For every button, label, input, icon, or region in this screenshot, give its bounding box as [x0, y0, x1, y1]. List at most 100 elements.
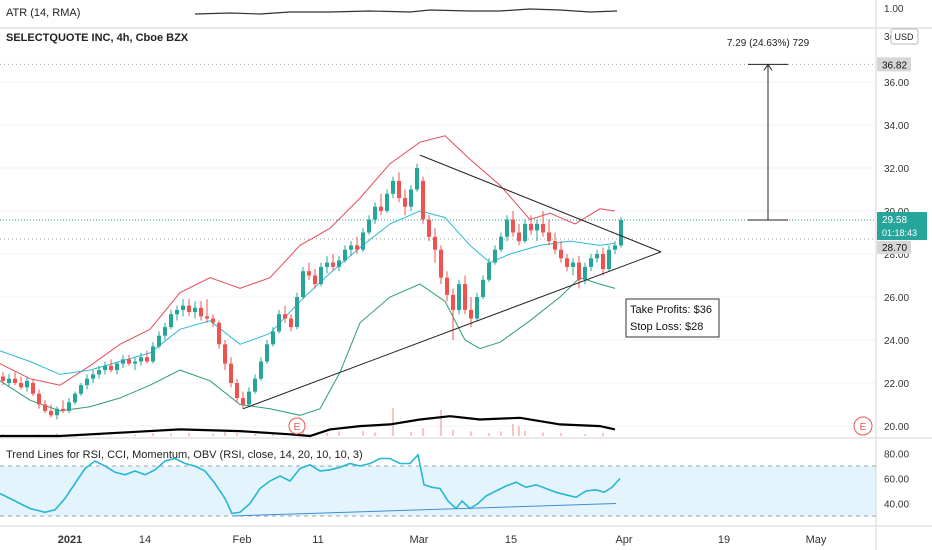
candle-body — [565, 258, 569, 267]
time-tick-label: 11 — [312, 534, 323, 546]
candle-body — [25, 380, 29, 388]
support-badge — [877, 240, 911, 254]
volume-bar — [362, 431, 364, 436]
atr-axis-value: 1.00 — [884, 4, 904, 15]
volume-bar — [602, 433, 604, 436]
candle-body — [403, 198, 407, 207]
take-profit-text: Take Profits: $36 — [630, 304, 712, 316]
candle-body — [577, 262, 581, 280]
candle-body — [211, 318, 215, 323]
price-tick-label: 32.00 — [884, 164, 909, 175]
candle-body — [523, 223, 527, 242]
candle-body — [43, 404, 47, 411]
volume-bar — [374, 432, 376, 436]
candle-body — [187, 305, 191, 313]
candle-body — [325, 262, 329, 267]
volume-bar — [224, 431, 226, 436]
candle-body — [133, 361, 137, 364]
candle-body — [373, 206, 377, 220]
volume-bar — [134, 434, 136, 436]
indicator-axis[interactable]: 80.00 60.00 40.00 — [884, 450, 909, 511]
price-axis[interactable]: 36.0034.0032.0030.0028.0026.0024.0022.00… — [884, 78, 909, 433]
time-axis[interactable]: 2021 14 Feb 11 Mar 15 Apr 19 May — [58, 534, 827, 546]
candle-body — [397, 180, 401, 199]
candle-body — [355, 245, 359, 250]
symbol-title: SELECTQUOTE INC, 4h, Cboe BZX — [6, 32, 189, 44]
earnings-marker-feb[interactable]: E — [288, 417, 306, 435]
candle-body — [331, 262, 335, 267]
candle-body — [1, 376, 5, 381]
triangle-lower-trendline[interactable] — [242, 251, 662, 410]
volume-bars — [2, 408, 604, 436]
volume-bar — [212, 434, 214, 436]
candle-body — [463, 284, 467, 310]
candle-body — [193, 307, 197, 313]
candle-body — [529, 223, 533, 231]
atr-axis-value-cut: 3( — [884, 32, 894, 43]
candle-body — [595, 254, 599, 259]
earnings-marker-upcoming[interactable]: E — [853, 416, 873, 436]
trade-note[interactable]: Take Profits: $36 Stop Loss: $28 — [625, 298, 720, 338]
candle-body — [421, 180, 425, 220]
candle-body — [613, 245, 617, 250]
time-tick-label: 2021 — [58, 534, 82, 546]
volume-bar — [560, 433, 562, 436]
candle-body — [601, 254, 605, 270]
candle-body — [259, 361, 263, 379]
indicator-title: Trend Lines for RSI, CCI, Momentum, OBV … — [6, 449, 363, 461]
candle-body — [439, 249, 443, 278]
candle-body — [127, 359, 131, 364]
volume-bar — [326, 433, 328, 436]
candle-body — [13, 378, 17, 383]
currency-button-frame — [890, 28, 919, 45]
candle-body — [385, 193, 389, 211]
candle-body — [151, 346, 155, 362]
volume-bar — [452, 430, 454, 436]
candle-body — [91, 374, 95, 379]
candle-body — [511, 219, 515, 233]
candle-body — [265, 344, 269, 362]
volume-bar — [56, 433, 58, 436]
volume-bar — [410, 432, 412, 436]
volume-bar — [440, 410, 442, 436]
candle-body — [145, 357, 149, 362]
candle-body — [61, 408, 65, 411]
volume-bar — [152, 433, 154, 436]
volume-bar — [584, 434, 586, 436]
candle-body — [271, 331, 275, 345]
candle-body — [559, 249, 563, 259]
price-badges: 36.82 29.58 01:18:43 28.70 — [877, 57, 927, 254]
price-tick-label: 22.00 — [884, 379, 909, 390]
atr-label: ATR (14, RMA) — [6, 7, 80, 19]
time-tick-label: Feb — [233, 534, 252, 546]
trade-note-box — [625, 298, 720, 338]
candle-body — [427, 219, 431, 237]
candle-body — [607, 249, 611, 270]
price-tick-label: 26.00 — [884, 293, 909, 304]
candle-body — [391, 180, 395, 194]
candle-body — [223, 344, 227, 364]
candle-body — [469, 309, 473, 319]
candle-body — [37, 393, 41, 405]
triangle-upper-trendline[interactable] — [419, 154, 662, 253]
candle-body — [49, 410, 53, 416]
rsi-support-trendline[interactable] — [231, 503, 617, 517]
currency-button[interactable]: USD — [890, 28, 919, 45]
candle-body — [7, 378, 11, 383]
candle-body — [85, 378, 89, 386]
earnings-letter: E — [860, 422, 867, 433]
candle-body — [379, 206, 383, 211]
candle-body — [175, 309, 179, 315]
price-range-measure[interactable]: 7.29 (24.63%) 729 — [727, 38, 810, 221]
candle-body — [253, 378, 257, 392]
candle-body — [217, 322, 221, 345]
volume-bar — [542, 432, 544, 436]
candle-body — [73, 393, 77, 403]
volume-bar — [518, 426, 520, 436]
candle-body — [289, 318, 293, 328]
candle-body — [553, 241, 557, 250]
earnings-letter: E — [294, 422, 301, 433]
volume-bar — [188, 433, 190, 436]
